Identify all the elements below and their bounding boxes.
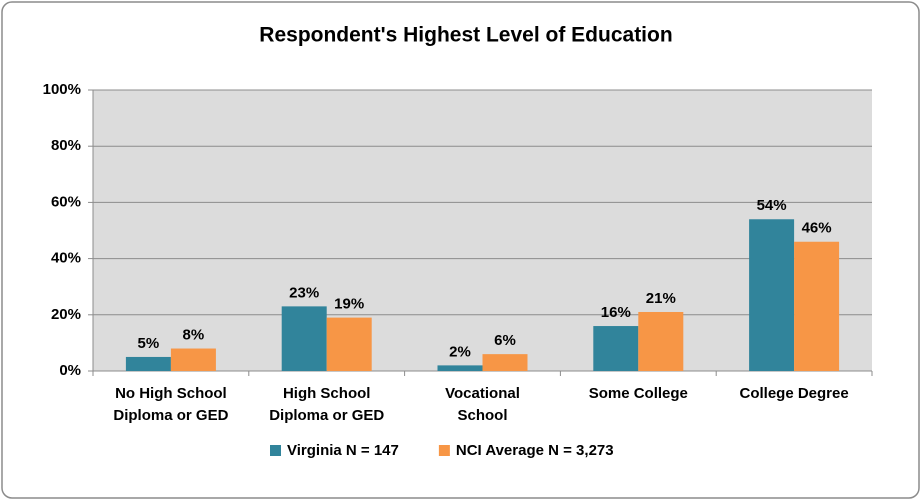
data-label: 8% xyxy=(183,326,205,343)
x-tick-label: College Degree xyxy=(739,385,848,402)
bar xyxy=(437,365,483,371)
x-tick-label: Some College xyxy=(589,385,688,402)
legend-swatch xyxy=(270,445,281,456)
y-tick-label: 100% xyxy=(43,81,81,98)
bar xyxy=(749,219,795,371)
bar xyxy=(638,311,684,371)
data-label: 19% xyxy=(334,296,364,313)
bar xyxy=(326,317,372,371)
x-tick-label: No High School Diploma or GED xyxy=(113,385,228,424)
data-label: 5% xyxy=(138,335,160,352)
x-tick-label: Vocational School xyxy=(445,385,520,424)
x-tick-label: High School Diploma or GED xyxy=(269,385,384,424)
bar xyxy=(593,326,639,371)
data-label: 2% xyxy=(449,343,471,360)
bar xyxy=(281,306,327,371)
data-label: 54% xyxy=(757,197,787,214)
y-tick-label: 80% xyxy=(51,137,81,154)
y-tick-label: 60% xyxy=(51,193,81,210)
bar xyxy=(170,348,216,371)
data-label: 23% xyxy=(289,284,319,301)
bar xyxy=(482,354,528,371)
data-label: 21% xyxy=(646,290,676,307)
legend-label: Virginia N = 147 xyxy=(287,442,399,459)
data-label: 46% xyxy=(802,220,832,237)
data-label: 16% xyxy=(601,304,631,321)
bar xyxy=(125,356,171,371)
legend-swatch xyxy=(438,445,450,456)
data-label: 6% xyxy=(494,332,516,349)
plot-area xyxy=(93,90,872,371)
chart-title: Respondent's Highest Level of Education xyxy=(259,24,672,47)
y-tick-label: 0% xyxy=(59,362,81,379)
bar xyxy=(794,241,840,371)
y-tick-label: 40% xyxy=(51,250,81,267)
legend-label: NCI Average N = 3,273 xyxy=(456,442,614,459)
y-tick-label: 20% xyxy=(51,306,81,323)
